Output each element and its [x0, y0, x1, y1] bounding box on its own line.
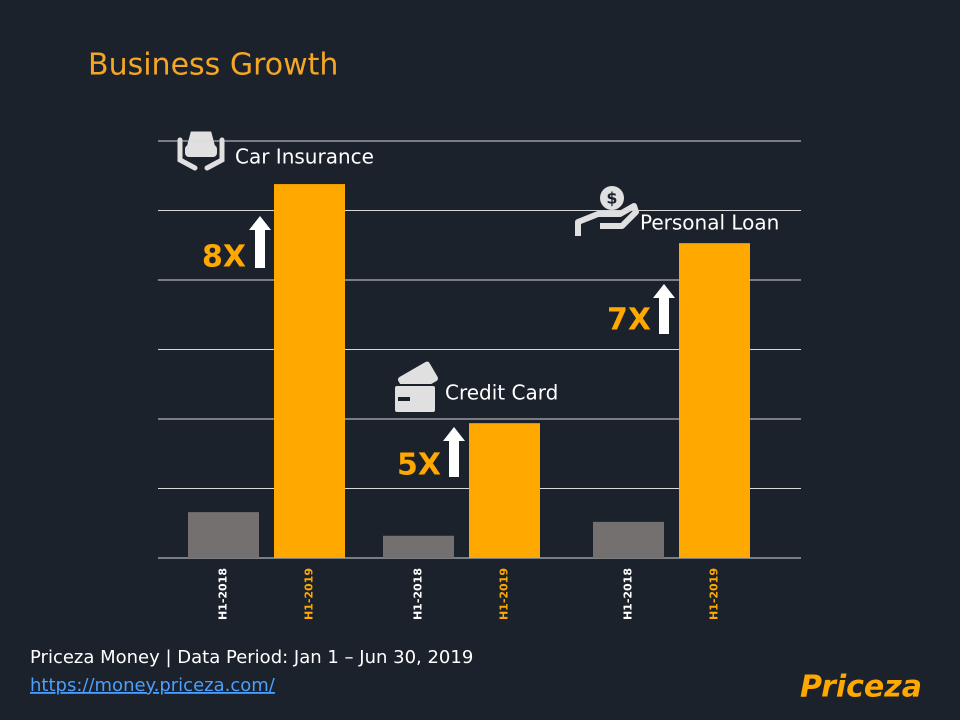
x-tick-label: H1-2018	[412, 568, 425, 620]
growth-label: 8X	[202, 240, 246, 275]
bar	[188, 512, 259, 558]
x-tick-label: H1-2019	[498, 568, 511, 620]
category-label: Car Insurance	[235, 145, 374, 169]
source-note: Priceza Money | Data Period: Jan 1 – Jun…	[30, 647, 473, 668]
bar	[383, 535, 454, 558]
category-label: Credit Card	[445, 381, 558, 405]
x-tick-label: H1-2018	[217, 568, 230, 620]
title: Business Growth	[88, 48, 338, 83]
bar	[274, 184, 345, 558]
logo: Priceza	[800, 670, 922, 705]
credit-card-icon	[393, 361, 438, 414]
growth-arrow	[653, 284, 675, 334]
x-tick-label: H1-2019	[303, 568, 316, 620]
growth-arrow	[249, 216, 271, 268]
category-label: Personal Loan	[640, 211, 779, 235]
bar	[469, 423, 540, 558]
growth-label: 7X	[607, 303, 651, 338]
source-link[interactable]: https://money.priceza.com/	[30, 675, 276, 696]
svg-text:$: $	[606, 189, 617, 208]
bar	[593, 521, 664, 558]
x-tick-label: H1-2018	[622, 568, 635, 620]
bar	[679, 243, 750, 559]
growth-arrow	[443, 427, 465, 477]
growth-label: 5X	[397, 448, 441, 483]
x-tick-label: H1-2019	[708, 568, 721, 620]
